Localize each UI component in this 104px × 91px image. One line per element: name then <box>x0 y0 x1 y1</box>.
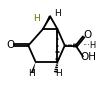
Text: H: H <box>55 69 62 78</box>
Text: H: H <box>33 14 40 23</box>
Polygon shape <box>31 62 36 73</box>
Text: O: O <box>84 30 92 40</box>
Text: H: H <box>54 9 61 18</box>
Text: OH: OH <box>81 52 97 62</box>
Polygon shape <box>43 16 51 29</box>
Text: ···H: ···H <box>82 41 96 50</box>
Text: O: O <box>6 40 14 51</box>
Text: H: H <box>29 69 35 78</box>
